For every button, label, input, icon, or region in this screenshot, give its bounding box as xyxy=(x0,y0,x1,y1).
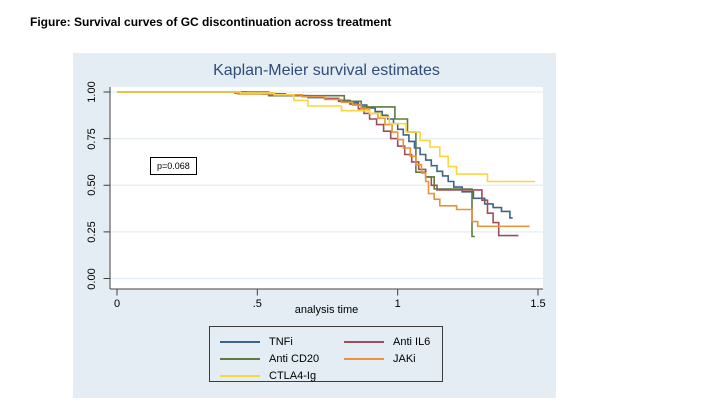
legend-label-tnfi: TNFi xyxy=(269,335,293,348)
legend-label-anti-cd20: Anti CD20 xyxy=(269,352,320,365)
p-value-annotation: p=0.068 xyxy=(150,157,197,175)
survival-curve-ctla4-ig xyxy=(117,91,536,183)
x-tick-label: 1.5 xyxy=(530,298,546,310)
plot-area xyxy=(110,87,543,289)
y-tick-label: 0.25 xyxy=(86,221,98,243)
y-tick-label: 0.75 xyxy=(86,127,98,150)
y-tick-label: 0.00 xyxy=(86,267,98,290)
survival-curve-jaki xyxy=(117,91,530,228)
x-axis-title: analysis time xyxy=(294,304,359,316)
x-tick-label: 0 xyxy=(113,298,121,310)
legend: TNFi Anti IL6 Anti CD20 JAKi CTLA4-Ig xyxy=(209,326,443,382)
jaki-line-swatch xyxy=(344,357,384,360)
anti-il6-line-swatch xyxy=(344,340,384,343)
km-plot-canvas xyxy=(73,53,556,398)
chart-panel xyxy=(73,53,556,398)
tnfi-line-swatch xyxy=(220,340,260,343)
figure-caption: Figure: Survival curves of GC discontinu… xyxy=(30,15,392,29)
y-tick-label: 1.00 xyxy=(86,81,98,103)
legend-label-ctla4-ig: CTLA4-Ig xyxy=(269,369,317,382)
chart-title: Kaplan-Meier survival estimates xyxy=(213,62,440,79)
legend-item-anti-cd20: Anti CD20 xyxy=(220,353,344,365)
ctla4-ig-line-swatch xyxy=(220,374,260,377)
legend-item-jaki: JAKi xyxy=(344,353,442,365)
legend-label-jaki: JAKi xyxy=(393,352,416,365)
x-tick-label: 1 xyxy=(394,298,401,310)
legend-item-ctla4-ig: CTLA4-Ig xyxy=(220,370,344,382)
legend-item-anti-il6: Anti IL6 xyxy=(344,336,442,348)
anti-cd20-line-swatch xyxy=(220,357,260,360)
survival-curve-anti-cd20 xyxy=(117,91,475,238)
y-tick-label: 0.50 xyxy=(86,174,98,196)
legend-item-tnfi: TNFi xyxy=(220,336,344,348)
x-tick-label: .5 xyxy=(252,298,262,310)
legend-label-anti-il6: Anti IL6 xyxy=(393,335,431,348)
